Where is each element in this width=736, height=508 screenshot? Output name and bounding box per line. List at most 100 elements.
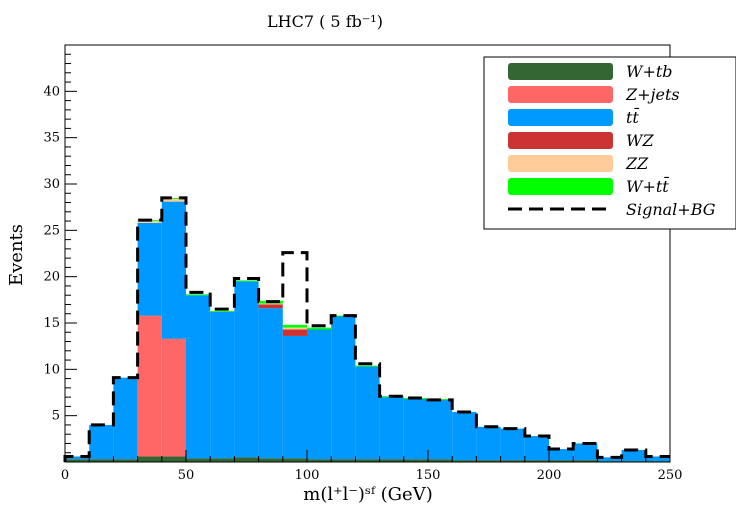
bar-wtb-210 [573,460,598,462]
bar-wtb-130 [379,459,404,462]
legend-label: W+tt̄ [626,175,669,196]
plot-frame [64,44,671,463]
bar-wtb-170 [476,460,501,462]
bar-tt-0 [65,456,90,460]
bar-wtb-70 [234,457,259,462]
legend-label: WZ [626,131,654,150]
bar-wtb-10 [89,459,114,462]
x-tick-label: 50 [178,468,195,483]
bar-tt-70 [234,281,259,458]
bar-tt-230 [621,449,646,462]
bar-wtb-140 [403,459,428,462]
bar-wz-80 [258,304,283,309]
x-tick-label: 200 [537,468,562,483]
legend-swatch [508,178,613,195]
legend: W+tb Z+jets tt̄ WZ ZZ W+tt̄ Signal+BG [483,56,736,230]
bar-tt-30 [137,222,162,316]
bar-wtt-60 [210,310,235,312]
bar-wtb-180 [500,460,525,462]
bar-wtt-110 [331,315,356,317]
x-tick-label: 100 [295,468,320,483]
x-axis-ticks: 0 50 100 150 200 250 [61,450,683,483]
y-tick-label: 5 [52,409,60,424]
y-tick-label: 15 [43,316,60,331]
bar-tt-190 [524,436,549,461]
bar-tt-170 [476,426,501,461]
bar-wtb-50 [186,458,211,462]
y-axis-label: Events [6,224,27,286]
bar-tt-160 [452,411,477,461]
bar-tt-180 [500,428,525,461]
y-tick-label: 25 [43,223,60,238]
legend-label: ZZ [625,154,649,173]
legend-label: W+tb [626,62,673,81]
bar-wtt-50 [186,294,211,296]
y-tick-label: 40 [43,84,60,99]
bar-tt-120 [355,366,380,460]
bar-wtb-80 [258,458,283,462]
bar-wtt-40 [161,197,186,199]
signal-plus-bg-line [63,196,670,462]
bar-zz-30 [137,221,162,223]
bar-wtt-100 [307,327,332,330]
bar-tt-60 [210,311,235,459]
x-axis-label: m(l⁺l⁻)ˢᶠ (GeV) [303,484,432,505]
bar-wtb-120 [355,459,380,462]
bar-tt-220 [597,457,622,462]
y-axis-ticks: 5 10 15 20 25 30 35 40 [43,53,77,454]
bar-wtb-150 [428,459,453,462]
bar-wtb-160 [452,460,477,462]
bar-tt-140 [403,398,428,460]
bar-wtb-40 [161,456,186,462]
legend-label: tt̄ [626,106,639,127]
x-tick-label: 150 [416,468,441,483]
bar-zjets-40 [161,338,186,457]
legend-swatch [508,132,613,149]
y-tick-label: 20 [43,270,60,285]
bar-wtb-0 [65,459,90,462]
legend-swatch [508,86,613,103]
bar-tt-110 [331,316,356,460]
bar-tt-40 [161,201,186,339]
bar-tt-20 [113,377,138,460]
bar-zjets-30 [137,315,162,457]
bar-tt-90 [282,335,307,459]
bar-wtb-100 [307,459,332,462]
bar-tt-200 [549,449,574,461]
bar-wtb-200 [549,460,574,462]
bar-tt-150 [428,399,453,460]
bar-wtt-90 [282,324,307,328]
bar-wtb-60 [210,458,235,462]
y-tick-label: 10 [43,362,60,377]
bar-wtt-120 [355,365,380,367]
legend-swatch [508,109,613,126]
legend-label: Z+jets [625,85,680,104]
bar-tt-50 [186,295,211,459]
y-tick-label: 30 [43,177,60,192]
bar-wz-90 [282,329,307,336]
bar-wtb-110 [331,459,356,462]
bar-tt-130 [379,397,404,460]
bar-tt-240 [645,456,670,462]
bar-zz-80 [258,303,283,305]
bar-wtt-70 [234,280,259,282]
bars-layer [65,197,670,462]
bar-zz-40 [161,198,186,202]
x-tick-label: 250 [658,468,683,483]
y-tick-label: 35 [43,131,60,146]
legend-swatch [508,63,613,80]
bar-wtb-90 [282,458,307,462]
legend-label-signal: Signal+BG [626,200,716,219]
x-tick-label: 0 [61,468,69,483]
bar-zz-90 [282,327,307,330]
bar-wtb-20 [113,459,138,462]
bar-wtb-190 [524,460,549,462]
chart-title: LHC7 ( 5 fb⁻¹) [267,12,383,31]
legend-swatch [508,155,613,172]
bar-wtb-30 [137,456,162,462]
bar-tt-100 [307,329,332,460]
bar-tt-210 [573,443,598,461]
bar-tt-10 [89,424,114,460]
bar-tt-80 [258,308,283,459]
